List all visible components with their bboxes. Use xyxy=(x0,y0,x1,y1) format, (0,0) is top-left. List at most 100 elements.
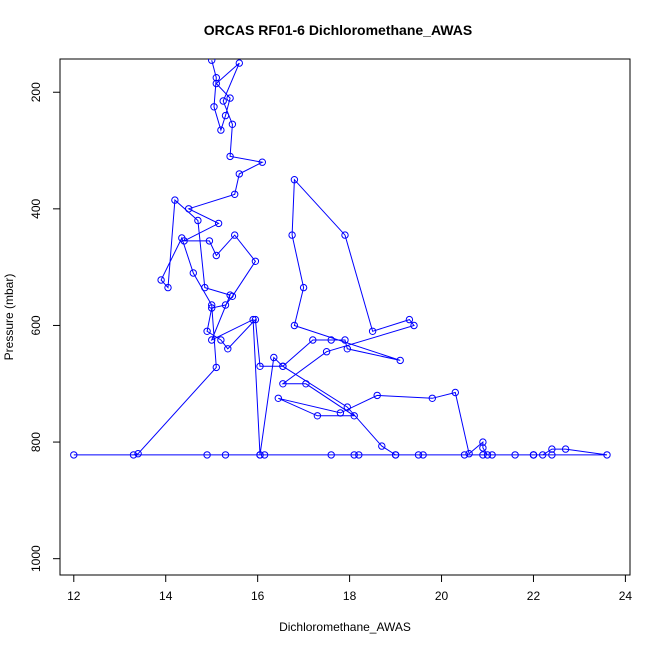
x-tick-label: 16 xyxy=(251,589,265,603)
data-point xyxy=(368,327,377,335)
y-tick-label: 200 xyxy=(29,82,43,102)
data-point xyxy=(129,451,138,459)
data-point xyxy=(396,356,404,365)
data-point xyxy=(561,445,570,453)
data-point xyxy=(208,59,216,64)
data-point xyxy=(194,216,202,225)
data-point xyxy=(355,451,363,459)
data-point xyxy=(217,126,225,134)
data-point xyxy=(219,97,227,105)
data-point xyxy=(548,445,556,453)
data-point xyxy=(313,412,322,420)
data-point xyxy=(373,391,381,400)
data-point xyxy=(212,363,221,372)
x-tick-label: 20 xyxy=(435,589,449,603)
x-tick-label: 24 xyxy=(619,589,633,603)
y-tick-label: 600 xyxy=(29,315,43,335)
data-point xyxy=(343,403,351,411)
data-point xyxy=(228,120,237,129)
data-point xyxy=(511,451,519,459)
data-point xyxy=(419,451,427,459)
y-axis-title: Pressure (mbar) xyxy=(2,274,16,361)
data-point xyxy=(410,321,418,330)
data-point xyxy=(529,451,538,459)
data-point xyxy=(327,336,335,344)
plot-frame xyxy=(59,58,631,576)
data-point xyxy=(221,451,230,459)
data-point xyxy=(212,251,221,260)
data-point xyxy=(460,451,469,459)
data-point xyxy=(258,158,266,166)
data-point xyxy=(203,451,211,459)
x-tick-label: 18 xyxy=(343,589,357,603)
data-point xyxy=(224,345,232,353)
data-point xyxy=(201,283,209,292)
data-point xyxy=(539,451,547,459)
data-point xyxy=(391,451,400,459)
data-point xyxy=(171,196,179,204)
data-point xyxy=(548,451,556,459)
plot-area xyxy=(70,59,611,459)
data-point xyxy=(235,170,244,178)
data-point xyxy=(414,451,423,459)
data-point xyxy=(226,291,234,299)
data-point xyxy=(212,74,221,82)
chart-title: ORCAS RF01-6 Dichloromethane_AWAS xyxy=(204,22,472,38)
data-point xyxy=(221,111,230,120)
data-point xyxy=(302,380,310,388)
data-point xyxy=(231,190,239,199)
data-point xyxy=(279,380,287,388)
data-point xyxy=(299,283,308,292)
data-point xyxy=(603,451,611,459)
data-point xyxy=(70,451,78,459)
x-tick-label: 12 xyxy=(67,589,81,603)
data-point xyxy=(256,451,264,459)
y-tick-label: 1000 xyxy=(29,545,43,572)
data-point xyxy=(249,315,257,324)
data-point xyxy=(378,442,386,450)
data-point xyxy=(483,451,492,459)
y-tick-label: 400 xyxy=(29,199,43,219)
data-point xyxy=(479,438,487,446)
data-point xyxy=(341,231,349,239)
y-axis: 200 400 600 800 1000 xyxy=(29,82,61,572)
data-point xyxy=(279,362,287,370)
data-point xyxy=(251,315,260,324)
data-point xyxy=(185,205,193,213)
series-line xyxy=(73,60,608,456)
data-point xyxy=(428,394,436,402)
data-point xyxy=(210,103,218,111)
x-tick-label: 22 xyxy=(527,589,541,603)
data-point xyxy=(479,444,487,452)
x-axis: 12 14 16 18 20 22 24 xyxy=(67,574,633,603)
data-point xyxy=(350,412,358,420)
data-point xyxy=(208,336,216,344)
data-point xyxy=(208,304,216,312)
data-point xyxy=(290,321,299,330)
x-tick-label: 14 xyxy=(159,589,173,603)
data-point xyxy=(290,176,299,184)
data-point xyxy=(451,388,459,397)
data-point xyxy=(322,348,331,356)
data-point xyxy=(260,451,269,459)
data-point xyxy=(341,336,349,344)
data-point xyxy=(256,362,264,370)
y-tick-label: 800 xyxy=(29,432,43,452)
data-point xyxy=(221,301,230,309)
data-point xyxy=(157,276,165,284)
data-point xyxy=(488,451,496,459)
data-point xyxy=(226,94,234,102)
data-point xyxy=(270,353,278,362)
data-point xyxy=(214,219,223,228)
data-point xyxy=(274,394,282,402)
data-point xyxy=(235,59,244,67)
data-point xyxy=(205,237,214,245)
data-point xyxy=(231,231,239,239)
data-point xyxy=(350,451,358,459)
data-point xyxy=(226,152,234,161)
data-point xyxy=(189,269,198,277)
data-point xyxy=(203,327,211,335)
data-point xyxy=(212,79,221,88)
data-point xyxy=(178,234,186,242)
